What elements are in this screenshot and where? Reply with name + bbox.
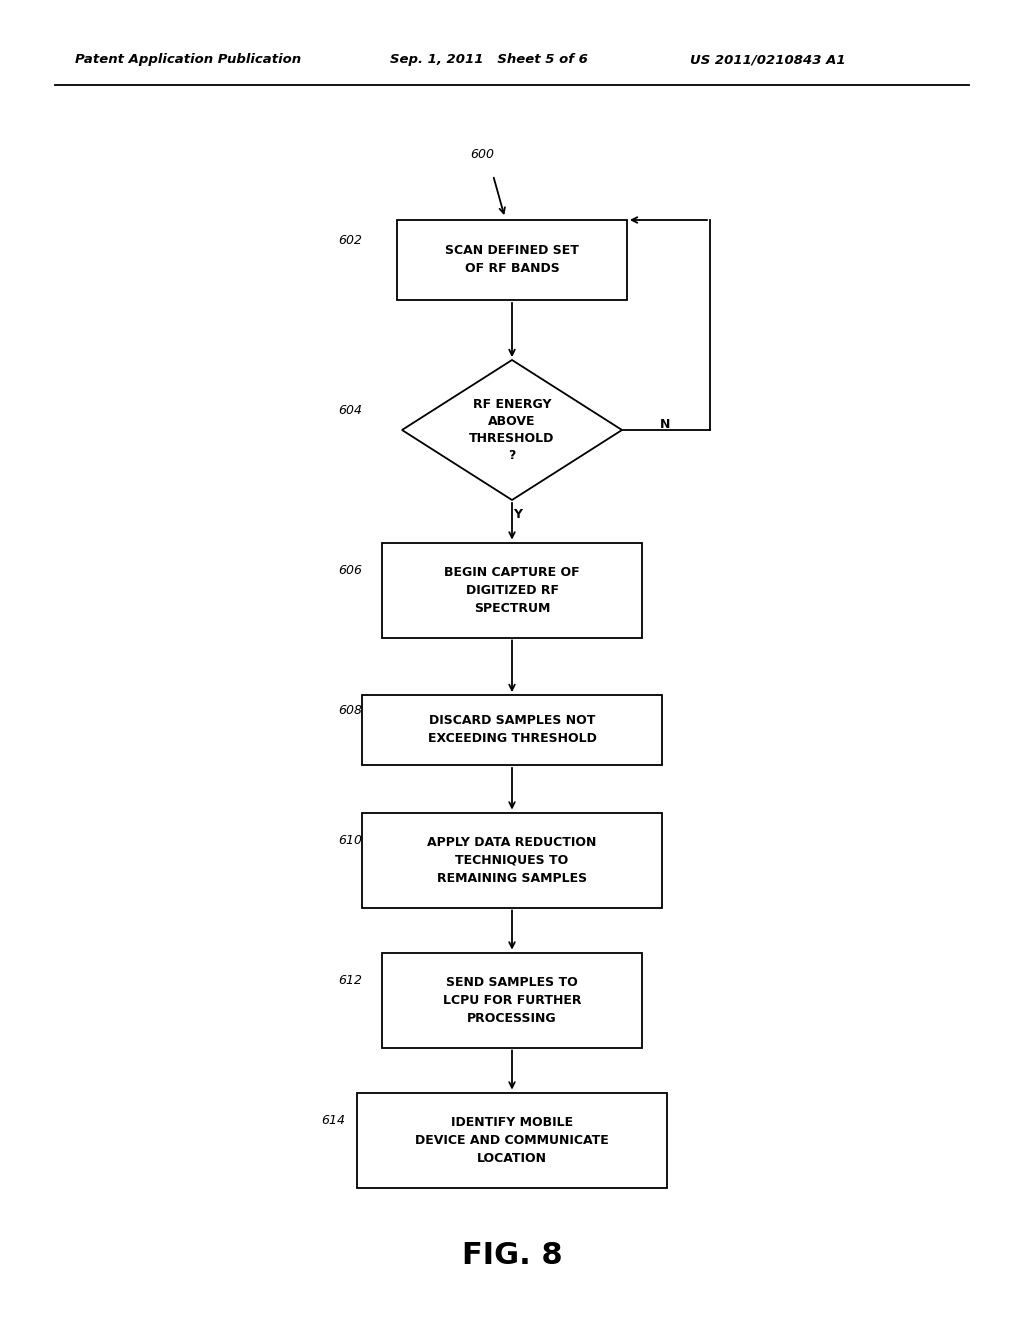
Text: RF ENERGY
ABOVE
THRESHOLD
?: RF ENERGY ABOVE THRESHOLD ? <box>469 399 555 462</box>
Bar <box>357 1093 667 1188</box>
Text: 602: 602 <box>338 234 362 247</box>
Text: Y: Y <box>513 508 522 521</box>
Bar <box>382 953 642 1048</box>
Text: 606: 606 <box>338 564 362 577</box>
Text: Sep. 1, 2011   Sheet 5 of 6: Sep. 1, 2011 Sheet 5 of 6 <box>390 54 588 66</box>
Bar <box>382 543 642 638</box>
Text: Patent Application Publication: Patent Application Publication <box>75 54 301 66</box>
Text: FIG. 8: FIG. 8 <box>462 1241 562 1270</box>
Text: N: N <box>660 418 671 432</box>
Polygon shape <box>402 360 622 500</box>
Text: 604: 604 <box>338 404 362 417</box>
Text: SEND SAMPLES TO
LCPU FOR FURTHER
PROCESSING: SEND SAMPLES TO LCPU FOR FURTHER PROCESS… <box>442 975 582 1024</box>
Bar <box>362 696 662 766</box>
Text: BEGIN CAPTURE OF
DIGITIZED RF
SPECTRUM: BEGIN CAPTURE OF DIGITIZED RF SPECTRUM <box>444 565 580 615</box>
Text: IDENTIFY MOBILE
DEVICE AND COMMUNICATE
LOCATION: IDENTIFY MOBILE DEVICE AND COMMUNICATE L… <box>415 1115 609 1164</box>
Text: 614: 614 <box>321 1114 345 1126</box>
Text: 612: 612 <box>338 974 362 986</box>
Text: APPLY DATA REDUCTION
TECHNIQUES TO
REMAINING SAMPLES: APPLY DATA REDUCTION TECHNIQUES TO REMAI… <box>427 836 597 884</box>
Bar <box>362 813 662 908</box>
Text: 610: 610 <box>338 833 362 846</box>
Text: 608: 608 <box>338 704 362 717</box>
Text: US 2011/0210843 A1: US 2011/0210843 A1 <box>690 54 846 66</box>
Text: 600: 600 <box>470 149 494 161</box>
Text: DISCARD SAMPLES NOT
EXCEEDING THRESHOLD: DISCARD SAMPLES NOT EXCEEDING THRESHOLD <box>428 714 596 746</box>
Bar <box>397 220 627 300</box>
Text: SCAN DEFINED SET
OF RF BANDS: SCAN DEFINED SET OF RF BANDS <box>445 244 579 276</box>
